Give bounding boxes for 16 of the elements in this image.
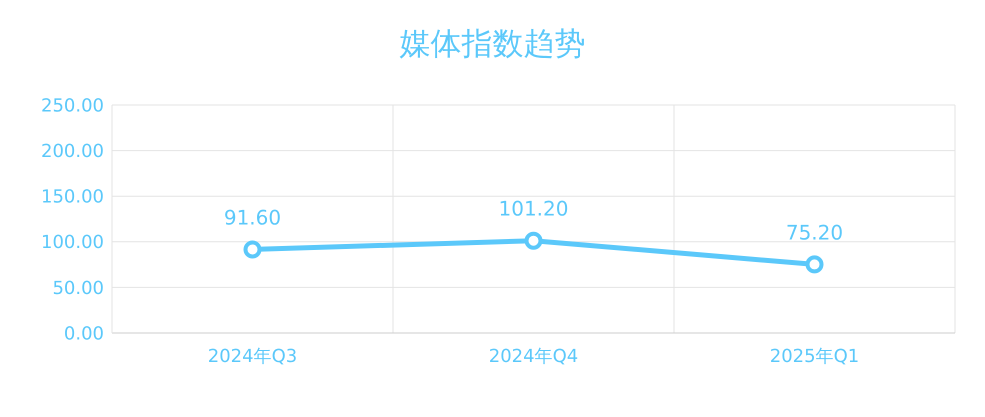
data-label: 91.60 [224, 205, 282, 230]
y-tick-label: 0.00 [64, 323, 104, 344]
y-tick-label: 150.00 [41, 186, 104, 208]
y-tick-label: 50.00 [52, 278, 104, 299]
y-tick-label: 200.00 [41, 140, 104, 162]
chart-title: 媒体指数趋势 [398, 25, 586, 64]
point [806, 255, 824, 274]
y-tick-label: 250.00 [41, 95, 104, 116]
point [524, 232, 542, 250]
data-label: 101.20 [498, 196, 568, 221]
data-label: 75.20 [786, 220, 844, 244]
y-tick-label: 100.00 [41, 232, 104, 254]
x-tick-label: 2024年Q4 [488, 346, 578, 367]
x-tick-label: 2024年Q3 [208, 346, 298, 367]
x-tick-label: 2025年Q1 [770, 346, 860, 367]
point [244, 240, 262, 258]
